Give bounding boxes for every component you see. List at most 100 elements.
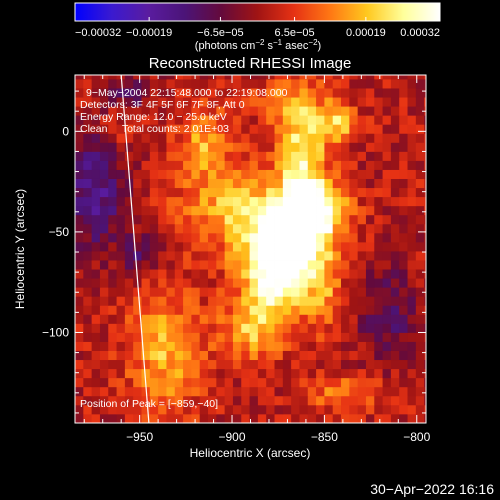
heatmap-cell	[374, 378, 383, 387]
heatmap-cell	[408, 405, 417, 414]
heatmap-cell	[349, 124, 358, 133]
heatmap-cell	[75, 414, 84, 423]
heatmap-cell	[191, 197, 200, 206]
heatmap-cell	[358, 206, 367, 215]
heatmap-cell	[191, 387, 200, 396]
heatmap-cell	[416, 351, 425, 360]
heatmap-cell	[275, 197, 284, 206]
heatmap-cell	[241, 142, 250, 151]
heatmap-cell	[324, 287, 333, 296]
heatmap-cell	[142, 360, 151, 369]
heatmap-cell	[316, 206, 325, 215]
heatmap-cell	[291, 414, 300, 423]
heatmap-cell	[324, 278, 333, 287]
heatmap-cell	[333, 260, 342, 269]
heatmap-cell	[366, 414, 375, 423]
heatmap-cell	[117, 278, 126, 287]
heatmap-cell	[299, 115, 308, 124]
heatmap-cell	[225, 233, 234, 242]
heatmap-cell	[175, 206, 184, 215]
heatmap-cell	[358, 115, 367, 124]
heatmap-cell	[183, 278, 192, 287]
heatmap-cell	[308, 242, 317, 251]
heatmap-cell	[399, 323, 408, 332]
heatmap-cell	[100, 378, 109, 387]
heatmap-cell	[424, 342, 433, 351]
heatmap-cell	[383, 342, 392, 351]
heatmap-cell	[183, 369, 192, 378]
heatmap-cell	[75, 387, 84, 396]
heatmap-cell	[125, 260, 134, 269]
heatmap-cell	[408, 115, 417, 124]
heatmap-cell	[191, 351, 200, 360]
heatmap-cell	[324, 206, 333, 215]
heatmap-cell	[233, 414, 242, 423]
heatmap-cell	[399, 351, 408, 360]
heatmap-cell	[283, 260, 292, 269]
heatmap-cell	[275, 269, 284, 278]
heatmap-cell	[175, 342, 184, 351]
heatmap-cell	[383, 414, 392, 423]
heatmap-cell	[150, 260, 159, 269]
heatmap-cell	[208, 206, 217, 215]
heatmap-cell	[275, 224, 284, 233]
heatmap-cell	[349, 251, 358, 260]
heatmap-cell	[341, 314, 350, 323]
heatmap-cell	[117, 296, 126, 305]
heatmap-cell	[291, 106, 300, 115]
heatmap-cell	[299, 323, 308, 332]
heatmap-cell	[358, 224, 367, 233]
heatmap-cell	[250, 332, 259, 341]
heatmap-cell	[117, 188, 126, 197]
heatmap-cell	[324, 332, 333, 341]
heatmap-cell	[191, 296, 200, 305]
heatmap-cell	[399, 296, 408, 305]
heatmap-cell	[275, 414, 284, 423]
heatmap-cell	[241, 188, 250, 197]
heatmap-cell	[266, 233, 275, 242]
heatmap-cell	[208, 151, 217, 160]
heatmap-cell	[183, 269, 192, 278]
heatmap-cell	[250, 170, 259, 179]
heatmap-cell	[391, 79, 400, 88]
heatmap-cell	[166, 151, 175, 160]
heatmap-cell	[324, 233, 333, 242]
heatmap-cell	[266, 115, 275, 124]
heatmap-cell	[75, 332, 84, 341]
heatmap-cell	[316, 142, 325, 151]
heatmap-cell	[275, 387, 284, 396]
heatmap-cell	[383, 197, 392, 206]
heatmap-cell	[75, 206, 84, 215]
heatmap-cell	[283, 378, 292, 387]
heatmap-cell	[291, 278, 300, 287]
heatmap-cell	[275, 142, 284, 151]
heatmap-cell	[308, 151, 317, 160]
heatmap-cell	[283, 206, 292, 215]
heatmap-cell	[366, 332, 375, 341]
heatmap-cell	[216, 287, 225, 296]
heatmap-cell	[424, 278, 433, 287]
colorbar-tick-label: −6.5e−05	[197, 27, 244, 39]
heatmap-cell	[225, 305, 234, 314]
heatmap-cell	[358, 296, 367, 305]
heatmap-cell	[333, 305, 342, 314]
heatmap-cell	[391, 323, 400, 332]
heatmap-cell	[241, 305, 250, 314]
heatmap-cell	[349, 197, 358, 206]
heatmap-cell	[166, 387, 175, 396]
heatmap-cell	[358, 133, 367, 142]
heatmap-cell	[366, 369, 375, 378]
heatmap-cell	[333, 414, 342, 423]
heatmap-cell	[216, 378, 225, 387]
heatmap-cell	[308, 414, 317, 423]
heatmap-cell	[349, 151, 358, 160]
heatmap-cell	[416, 369, 425, 378]
heatmap-cell	[166, 332, 175, 341]
heatmap-cell	[92, 188, 101, 197]
heatmap-cell	[358, 79, 367, 88]
heatmap-cell	[216, 251, 225, 260]
heatmap-cell	[424, 260, 433, 269]
heatmap-cell	[391, 151, 400, 160]
heatmap-cell	[416, 332, 425, 341]
heatmap-cell	[150, 296, 159, 305]
